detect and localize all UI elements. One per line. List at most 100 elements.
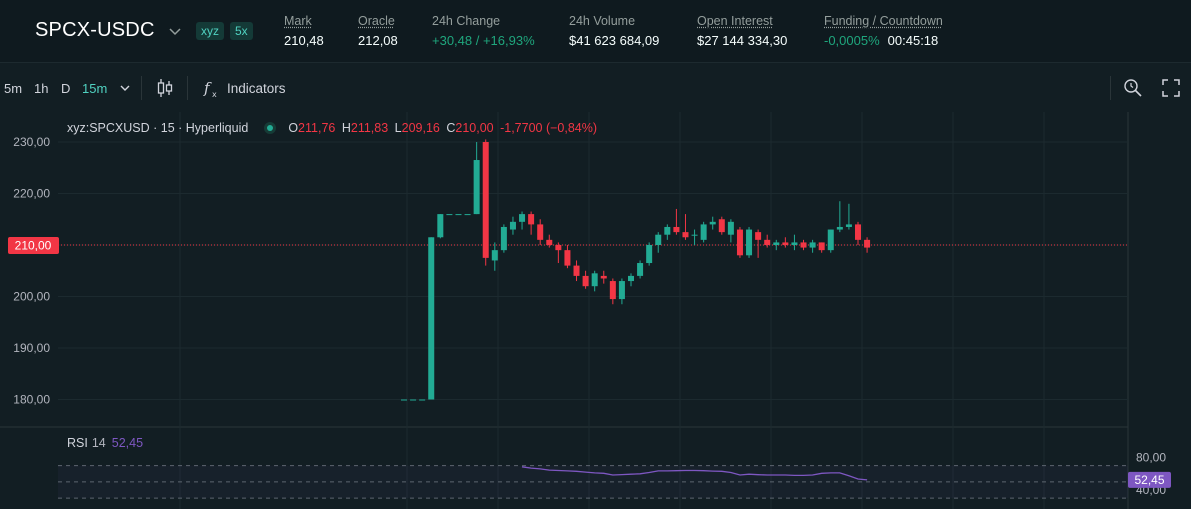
- change-value: -1,7700 (−0,84%): [500, 121, 598, 135]
- leverage-badge[interactable]: 5x: [230, 22, 253, 40]
- candle[interactable]: [491, 250, 498, 261]
- candle[interactable]: [855, 224, 861, 240]
- candle[interactable]: [473, 160, 480, 215]
- oracle-stat: Oracle 212,08: [358, 14, 398, 48]
- candle[interactable]: [655, 234, 662, 245]
- candle[interactable]: [482, 142, 489, 258]
- funding-stat: Funding / Countdown -0,0005% 00:45:18: [824, 14, 943, 48]
- status-dot-icon: [264, 122, 277, 134]
- timeframe-1h[interactable]: 1h: [34, 81, 49, 96]
- oracle-value: 212,08: [358, 33, 398, 48]
- close-value: 210,00: [455, 121, 494, 135]
- pair-selector[interactable]: SPCX-USDC: [35, 19, 183, 42]
- candle[interactable]: [582, 275, 589, 287]
- candle[interactable]: [591, 273, 598, 287]
- volume-stat: 24h Volume $41 623 684,09: [569, 14, 659, 48]
- timeframe-d[interactable]: D: [61, 81, 71, 96]
- candle[interactable]: [791, 242, 798, 245]
- open-interest-label[interactable]: Open Interest: [697, 14, 773, 28]
- funding-rate-value: -0,0005%: [824, 33, 880, 48]
- candle[interactable]: [528, 214, 535, 225]
- funding-label[interactable]: Funding / Countdown: [824, 14, 943, 28]
- rsi-line[interactable]: [521, 466, 868, 481]
- candle[interactable]: [864, 239, 871, 248]
- chart-area[interactable]: 230,00 220,00 200,00 190,00 180,00 210,00 80,0…: [0, 112, 1191, 509]
- timeframe-chevron-icon[interactable]: [117, 77, 133, 99]
- y-tick-label: 180,00: [13, 393, 50, 407]
- current-price-label: 210,00: [15, 239, 52, 253]
- candle[interactable]: [782, 242, 789, 245]
- candle[interactable]: [709, 221, 716, 225]
- change-stat: 24h Change +30,48 / +16,93%: [432, 14, 535, 48]
- candle[interactable]: [755, 232, 762, 240]
- current-price-badge[interactable]: [8, 237, 59, 254]
- chevron-down-icon[interactable]: [167, 23, 183, 39]
- candle[interactable]: [836, 226, 843, 230]
- candle[interactable]: [419, 399, 426, 401]
- candle[interactable]: [437, 214, 444, 238]
- indicators-button[interactable]: Indicators: [227, 81, 286, 96]
- dex-badge: xyz: [196, 22, 224, 40]
- candle[interactable]: [573, 265, 580, 276]
- close-label: C: [446, 121, 456, 135]
- timeframe-15m[interactable]: 15m: [82, 81, 108, 96]
- y-tick-label: 230,00: [13, 135, 50, 149]
- indicators-icon[interactable]: f x: [201, 77, 223, 99]
- candle[interactable]: [682, 232, 689, 238]
- symbol-label[interactable]: xyz:SPCXUSD · 15 · Hyperliquid: [67, 121, 249, 135]
- candle[interactable]: [773, 242, 780, 245]
- candle[interactable]: [537, 224, 544, 240]
- candle[interactable]: [555, 245, 562, 251]
- candle[interactable]: [519, 214, 526, 222]
- volume-value: $41 623 684,09: [569, 33, 660, 48]
- candle[interactable]: [509, 221, 516, 230]
- candle[interactable]: [700, 224, 707, 240]
- rsi-tick-label: 80,00: [1136, 451, 1166, 465]
- candle[interactable]: [500, 226, 507, 251]
- price-chart[interactable]: 230,00 220,00 200,00 190,00 180,00 210,00 80,0…: [0, 112, 1191, 509]
- oracle-label[interactable]: Oracle: [358, 14, 395, 28]
- candle[interactable]: [600, 275, 607, 279]
- timeframe-5m[interactable]: 5m: [4, 81, 23, 96]
- rsi-period: 14: [91, 436, 106, 450]
- candle[interactable]: [428, 237, 435, 400]
- candle[interactable]: [401, 399, 407, 401]
- price-pane[interactable]: [58, 112, 1128, 427]
- change-label: 24h Change: [432, 14, 501, 28]
- candle[interactable]: [609, 281, 616, 300]
- candle[interactable]: [564, 250, 571, 266]
- ohlc-legend: xyz:SPCXUSD · 15 · Hyperliquid O211,76 H2…: [67, 120, 600, 135]
- candle[interactable]: [464, 214, 471, 216]
- candle[interactable]: [673, 226, 680, 233]
- rsi-label[interactable]: RSI: [67, 436, 88, 450]
- candle[interactable]: [736, 229, 743, 256]
- candle[interactable]: [446, 214, 453, 216]
- candle[interactable]: [764, 239, 771, 245]
- mark-stat: Mark 210,48: [284, 14, 324, 48]
- candle[interactable]: [646, 245, 653, 264]
- candle[interactable]: [827, 229, 834, 251]
- candle[interactable]: [664, 226, 671, 235]
- candle[interactable]: [455, 214, 462, 216]
- candle[interactable]: [637, 263, 644, 276]
- y-tick-label: 190,00: [13, 341, 50, 355]
- candle[interactable]: [800, 242, 807, 248]
- candles-icon[interactable]: [154, 77, 176, 99]
- fullscreen-icon[interactable]: [1160, 77, 1182, 99]
- rsi-value: 52,45: [111, 436, 144, 450]
- candle[interactable]: [546, 239, 553, 245]
- candle[interactable]: [628, 275, 634, 282]
- zoom-icon[interactable]: [1122, 77, 1144, 99]
- candle[interactable]: [809, 242, 816, 248]
- candle[interactable]: [618, 281, 625, 300]
- pair-name[interactable]: SPCX-USDC: [35, 19, 155, 41]
- mark-label[interactable]: Mark: [284, 14, 312, 28]
- candle[interactable]: [410, 399, 417, 401]
- candle[interactable]: [746, 229, 753, 256]
- change-value: +30,48 / +16,93%: [432, 33, 535, 48]
- candle[interactable]: [727, 221, 734, 235]
- candle[interactable]: [718, 219, 725, 233]
- candle[interactable]: [691, 234, 698, 236]
- candle[interactable]: [845, 224, 852, 227]
- candle[interactable]: [818, 242, 825, 251]
